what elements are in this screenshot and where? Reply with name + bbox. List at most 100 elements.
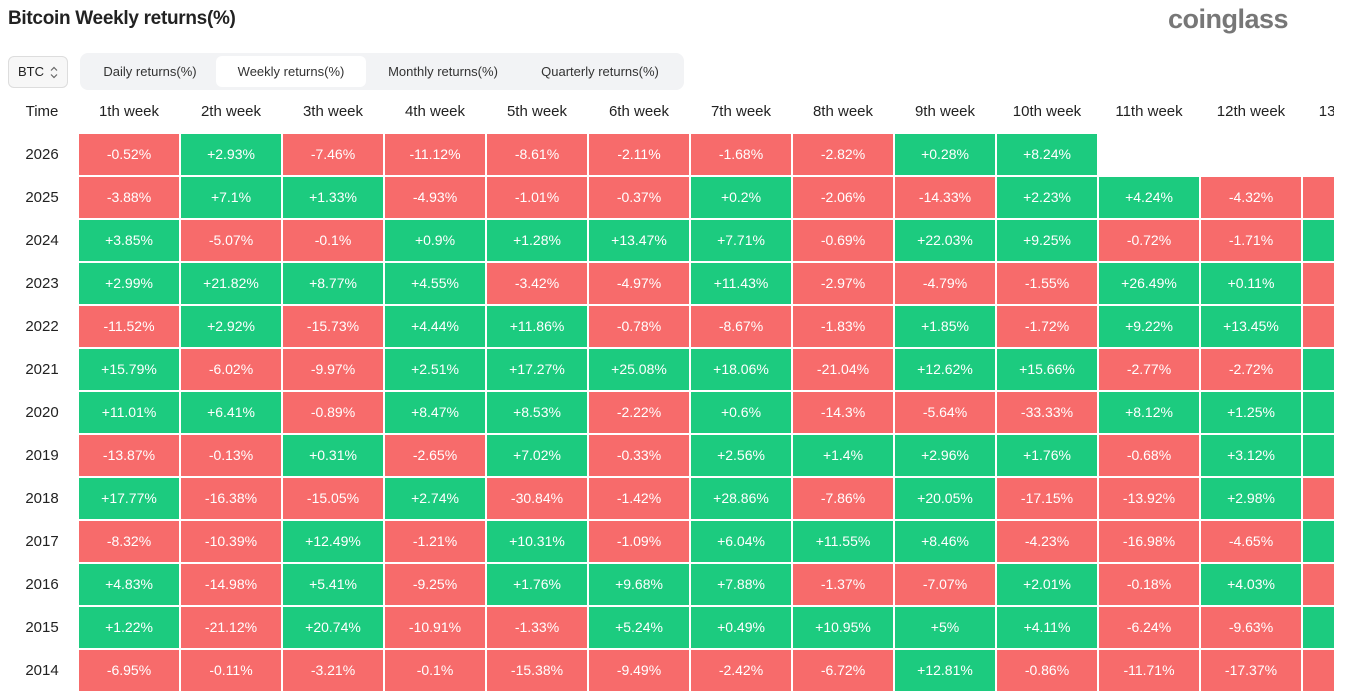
return-cell: -2.65% (385, 435, 485, 476)
return-cell: +11.55% (793, 521, 893, 562)
row-label: 2024 (25, 232, 59, 249)
tab[interactable]: Monthly returns(%) (388, 64, 498, 79)
clipped-cell (1303, 478, 1334, 519)
return-cell: -4.32% (1201, 177, 1301, 218)
return-cell: -2.72% (1201, 349, 1301, 390)
return-cell: +7.1% (181, 177, 281, 218)
return-cell: -14.3% (793, 392, 893, 433)
return-cell: -8.67% (691, 306, 791, 347)
return-cell: -6.95% (79, 650, 179, 691)
return-cell: -0.86% (997, 650, 1097, 691)
return-cell: -15.38% (487, 650, 587, 691)
tab[interactable]: Quarterly returns(%) (541, 64, 659, 79)
return-cell: -9.63% (1201, 607, 1301, 648)
clipped-cell (1303, 392, 1334, 433)
return-cell: +12.81% (895, 650, 995, 691)
clipped-cell (1303, 521, 1334, 562)
logo[interactable]: coinglass (1168, 4, 1289, 34)
column-header: 9th week (914, 103, 976, 120)
return-cell: +9.68% (589, 564, 689, 605)
return-cell: +2.51% (385, 349, 485, 390)
return-cell: +0.9% (385, 220, 485, 261)
return-cell: +2.93% (181, 134, 281, 175)
return-cell: +21.82% (181, 263, 281, 304)
return-cell: -0.13% (181, 435, 281, 476)
return-cell: -0.89% (283, 392, 383, 433)
clipped-cell (1303, 263, 1334, 304)
return-cell: +8.24% (997, 134, 1097, 175)
row-label: 2016 (25, 576, 59, 593)
return-cell: +9.22% (1099, 306, 1199, 347)
return-cell: -16.98% (1099, 521, 1199, 562)
return-cell: -1.68% (691, 134, 791, 175)
clipped-cell (1303, 306, 1334, 347)
return-cell: +4.24% (1099, 177, 1199, 218)
return-cell: +10.95% (793, 607, 893, 648)
return-cell: +7.88% (691, 564, 791, 605)
return-cell: -2.42% (691, 650, 791, 691)
return-cell: +2.92% (181, 306, 281, 347)
return-cell: -9.49% (589, 650, 689, 691)
return-cell: -3.42% (487, 263, 587, 304)
row-label: 2014 (25, 662, 59, 679)
return-cell: +9.25% (997, 220, 1097, 261)
tab[interactable]: Weekly returns(%) (216, 56, 366, 87)
return-cell: +0.28% (895, 134, 995, 175)
return-cell: +2.23% (997, 177, 1097, 218)
return-cell: +8.77% (283, 263, 383, 304)
returns-table: Time 1th week 2th week 3th week 4th week 5th … (0, 95, 1334, 694)
return-cell: -2.11% (589, 134, 689, 175)
return-cell: +4.11% (997, 607, 1097, 648)
clipped-cell (1303, 177, 1334, 218)
return-cell: +10.31% (487, 521, 587, 562)
return-cell: +1.76% (487, 564, 587, 605)
asset-select[interactable]: BTC (8, 56, 68, 88)
return-cell: -1.42% (589, 478, 689, 519)
select-icon (50, 66, 58, 79)
tab[interactable]: Daily returns(%) (103, 64, 197, 79)
clipped-cell (1303, 220, 1334, 261)
return-cell: +1.33% (283, 177, 383, 218)
return-cell: +18.06% (691, 349, 791, 390)
return-cell: -5.07% (181, 220, 281, 261)
return-cell: -0.18% (1099, 564, 1199, 605)
return-cell: -0.1% (283, 220, 383, 261)
return-cell: -6.72% (793, 650, 893, 691)
return-cell: -14.98% (181, 564, 281, 605)
row-label: 2021 (25, 361, 59, 378)
return-cell: -0.69% (793, 220, 893, 261)
row-label: 2023 (25, 275, 59, 292)
return-cell: -2.82% (793, 134, 893, 175)
return-cell: +17.77% (79, 478, 179, 519)
row-label: 2017 (25, 533, 59, 550)
return-cell: +4.83% (79, 564, 179, 605)
return-cell: +17.27% (487, 349, 587, 390)
return-cell: -0.11% (181, 650, 281, 691)
return-cell: +4.03% (1201, 564, 1301, 605)
row-label: 2018 (25, 490, 59, 507)
return-cell: +7.02% (487, 435, 587, 476)
return-cell: -4.23% (997, 521, 1097, 562)
return-cell: +6.41% (181, 392, 281, 433)
column-header: 8th week (812, 103, 874, 120)
tab-bar: Daily returns(%) Weekly returns(%) Monthly… (80, 53, 684, 90)
return-cell: -0.78% (589, 306, 689, 347)
column-header: 10th week (1012, 103, 1082, 120)
return-cell: -4.93% (385, 177, 485, 218)
return-cell: -7.46% (283, 134, 383, 175)
return-cell: -2.06% (793, 177, 893, 218)
return-cell: -14.33% (895, 177, 995, 218)
return-cell: +0.6% (691, 392, 791, 433)
return-cell: +0.11% (1201, 263, 1301, 304)
row-label: 2015 (25, 619, 59, 636)
column-header: 11th week (1115, 103, 1183, 120)
return-cell: -2.22% (589, 392, 689, 433)
return-cell: +1.76% (997, 435, 1097, 476)
row-label: 2020 (25, 404, 59, 421)
return-cell: -21.12% (181, 607, 281, 648)
return-cell: -5.64% (895, 392, 995, 433)
return-cell: +2.96% (895, 435, 995, 476)
return-cell: -4.79% (895, 263, 995, 304)
return-cell: +4.44% (385, 306, 485, 347)
return-cell: -21.04% (793, 349, 893, 390)
